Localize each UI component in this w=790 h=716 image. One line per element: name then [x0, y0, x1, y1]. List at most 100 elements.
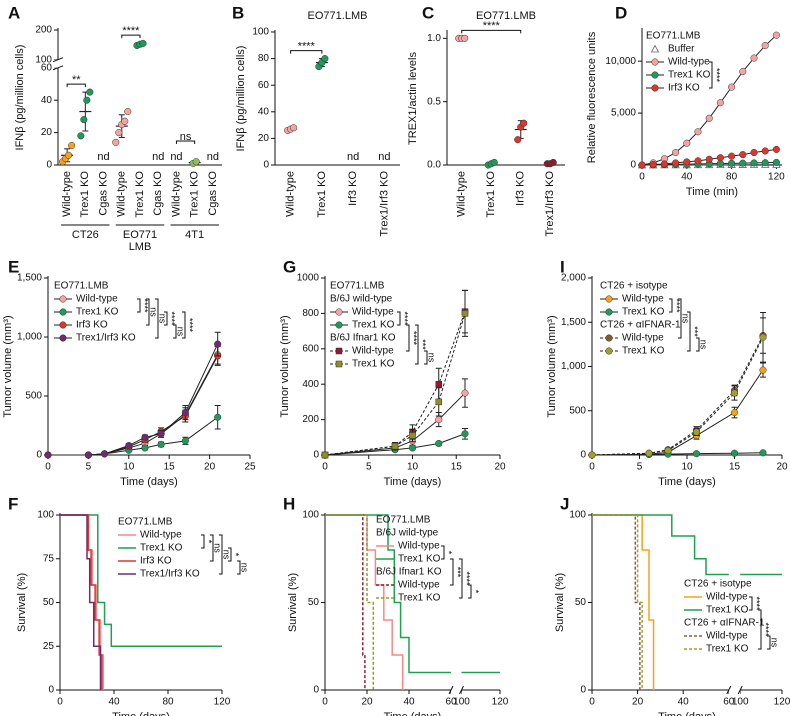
significance-bracket — [696, 337, 700, 352]
panel-letter: G — [283, 257, 296, 276]
chart-title: EO771.LMB — [308, 10, 368, 22]
significance-bracket — [441, 545, 445, 560]
y-tick-label: 500 — [569, 405, 586, 416]
marker — [705, 114, 713, 122]
x-tick-label: 5 — [86, 462, 92, 473]
marker — [435, 439, 443, 448]
marker — [461, 34, 469, 42]
y-axis-label: Relative fluorescence units — [586, 31, 598, 163]
significance-label: **** — [672, 298, 682, 313]
significance-label: *** — [690, 326, 700, 337]
x-tick-label: 100 — [732, 697, 749, 708]
legend-title: EO771.LMB — [646, 31, 701, 42]
y-tick-label: 200 — [35, 25, 52, 36]
y-tick-label: 1,500 — [561, 317, 586, 328]
x-tick-label: 100 — [453, 697, 470, 708]
marker — [694, 128, 702, 136]
y-tick-label: 0 — [48, 685, 54, 696]
survival-curve — [60, 514, 222, 647]
y-axis-label: Tumor volume (mm³) — [2, 315, 14, 417]
not-detected-label: nd — [97, 151, 109, 163]
series-line — [591, 337, 764, 456]
y-tick-label: 1.0 — [427, 33, 441, 44]
marker — [638, 161, 646, 169]
y-axis-label: Survival (%) — [554, 573, 566, 632]
y-axis-label: IFNβ (pg/million cells) — [14, 45, 26, 151]
y-tick-label: 0 — [580, 450, 586, 461]
marker — [490, 158, 498, 167]
legend-label: Trex1 KO — [352, 359, 395, 370]
marker — [157, 430, 165, 438]
panel-letter: F — [8, 494, 18, 513]
marker — [77, 132, 85, 140]
significance-label: * — [444, 551, 454, 555]
x-axis-label: Time (days) — [658, 711, 716, 716]
legend-marker — [59, 308, 67, 316]
significance-label: **** — [462, 571, 472, 586]
axis-break-mark — [459, 685, 464, 695]
legend-header: CT26 + αIFNAR-1 — [600, 320, 681, 331]
y-tick-label: 100 — [302, 510, 319, 521]
y-tick-label: 100 — [569, 510, 586, 521]
axis-break-mark — [448, 685, 454, 695]
x-tick-label: 10 — [123, 462, 135, 473]
x-tick-label: 40 — [108, 697, 120, 708]
marker — [672, 148, 680, 157]
not-detected-label: nd — [378, 151, 390, 163]
x-tick-label: 20 — [494, 462, 506, 473]
significance-label: ** — [72, 74, 81, 86]
marker — [549, 158, 557, 167]
significance-label: ns — [699, 340, 709, 350]
series-line — [48, 354, 219, 456]
x-tick-label: 20 — [632, 697, 644, 708]
series-line — [48, 355, 219, 456]
significance-bracket — [758, 609, 762, 650]
survival-curve — [325, 514, 500, 674]
x-tick-label: 0 — [589, 697, 595, 708]
marker — [660, 160, 668, 168]
x-tick-label: 0 — [322, 697, 328, 708]
significance-label: *** — [418, 339, 428, 350]
significance-bracket — [468, 584, 472, 599]
significance-bracket — [175, 140, 196, 144]
panel-letter: D — [615, 3, 627, 22]
legend-label: Trex1 KO — [352, 320, 395, 331]
marker — [391, 442, 399, 450]
legend-title: EO771.LMB — [330, 281, 385, 292]
x-tick-label: Trex1 KO — [134, 171, 146, 218]
significance-bracket — [424, 350, 428, 365]
y-axis-label: Survival (%) — [287, 573, 299, 632]
marker — [321, 55, 329, 63]
panel-letter: H — [283, 494, 295, 513]
marker — [730, 449, 739, 457]
significance-bracket — [228, 547, 232, 562]
legend-header: B/6J Ifnar1 KO — [376, 567, 442, 578]
significance-label: *** — [453, 567, 463, 578]
significance-label: ns — [158, 314, 168, 324]
y-tick-label: 1000 — [297, 273, 320, 284]
x-tick-label: 20 — [204, 462, 216, 473]
legend-label: Trex1 KO — [140, 543, 183, 554]
marker — [461, 430, 469, 438]
marker — [588, 451, 596, 459]
y-tick-label: 1,500 — [17, 273, 42, 284]
significance-bracket — [415, 324, 419, 365]
y-tick-label: 20 — [258, 133, 270, 144]
survival-curve — [325, 514, 404, 690]
y-tick-label: 100 — [252, 27, 269, 38]
x-tick-label: 40 — [403, 697, 415, 708]
significance-label: **** — [185, 318, 195, 333]
legend-label: Irf3 KO — [668, 83, 700, 94]
legend-label: Wild-type — [622, 333, 664, 344]
marker — [728, 83, 736, 91]
x-tick-label: 0 — [322, 462, 328, 473]
survival-curve — [592, 514, 643, 690]
legend-marker — [59, 334, 67, 342]
legend-marker — [59, 295, 67, 303]
x-tick-label: Wild-type — [61, 171, 73, 217]
x-tick-label: 0 — [45, 462, 51, 473]
survival-curve — [325, 514, 366, 690]
marker — [461, 310, 469, 317]
marker — [181, 408, 189, 417]
legend-label: Trex1 KO — [398, 593, 441, 604]
